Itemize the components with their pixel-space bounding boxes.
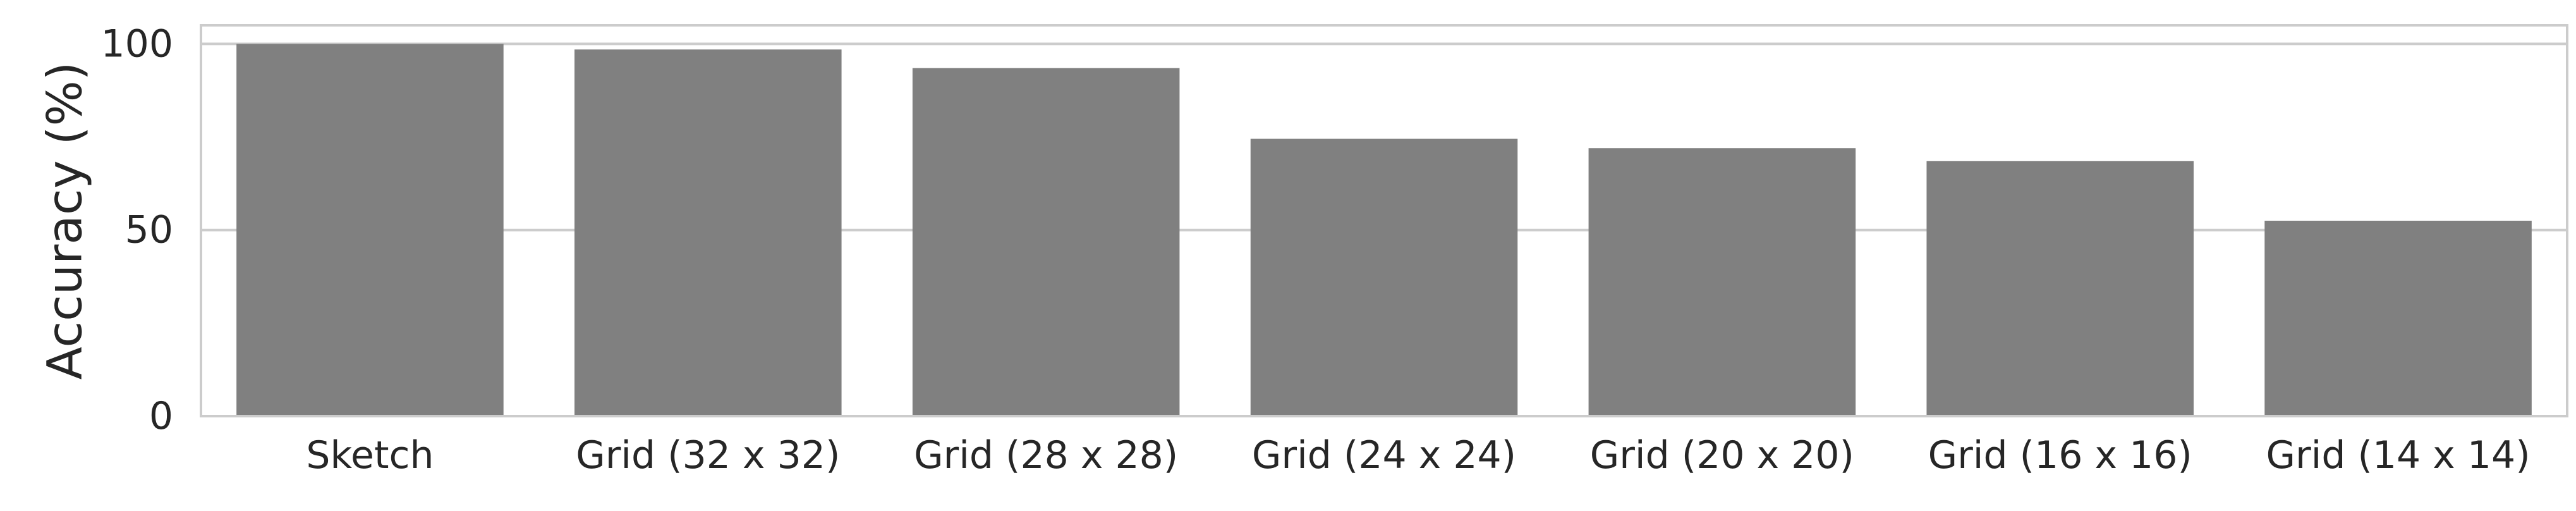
x-tick-label: Grid (14 x 14) — [2266, 433, 2530, 477]
x-tick-label: Sketch — [306, 433, 434, 477]
y-tick-label: 0 — [149, 394, 173, 438]
x-tick-label: Grid (20 x 20) — [1590, 433, 1854, 477]
bar-2 — [574, 49, 842, 416]
plot-frame — [200, 24, 2568, 417]
bar-7 — [2264, 221, 2532, 416]
x-tick-label: Grid (28 x 28) — [914, 433, 1178, 477]
bar-5 — [1588, 148, 1856, 416]
bar-1 — [236, 44, 504, 416]
x-tick-label: Grid (16 x 16) — [1928, 433, 2192, 477]
y-axis-title: Accuracy (%) — [37, 62, 93, 380]
y-tick-label: 100 — [100, 22, 173, 66]
bar-3 — [912, 68, 1180, 416]
bar-6 — [1926, 161, 2194, 417]
x-tick-label: Grid (24 x 24) — [1252, 433, 1516, 477]
x-tick-label: Grid (32 x 32) — [576, 433, 840, 477]
y-tick-labels: 0 50 100 — [100, 22, 173, 438]
bars — [236, 44, 2532, 417]
y-tick-label: 50 — [125, 208, 173, 252]
x-tick-labels: Sketch Grid (32 x 32) Grid (28 x 28) Grid (… — [306, 433, 2530, 477]
bar-4 — [1250, 139, 1518, 416]
